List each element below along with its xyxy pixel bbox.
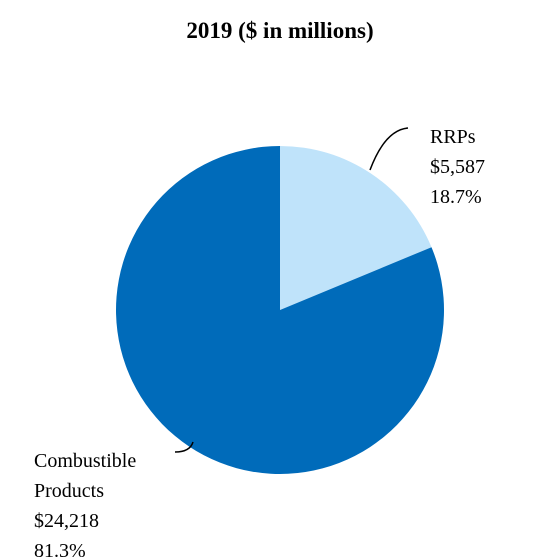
pie-slice-rrps [280,146,432,310]
label-rrps-percent: 18.7% [430,186,482,208]
label-combustible-name-line1: Combustible [34,450,136,472]
leader-line-combustible [174,441,194,453]
label-combustible-value: $24,218 [34,510,99,532]
label-rrps-name: RRPs [430,126,476,148]
label-combustible-percent: 81.3% [34,540,86,560]
label-combustible: Combustible Products $24,218 81.3% [34,450,136,560]
label-rrps-value: $5,587 [430,156,485,178]
leader-line-rrps [369,127,409,171]
chart-title: 2019 ($ in millions) [186,18,374,43]
label-rrps: RRPs $5,587 18.7% [430,126,485,208]
label-combustible-name-line2: Products [34,480,104,502]
pie-slice-combustible-products [116,146,445,474]
